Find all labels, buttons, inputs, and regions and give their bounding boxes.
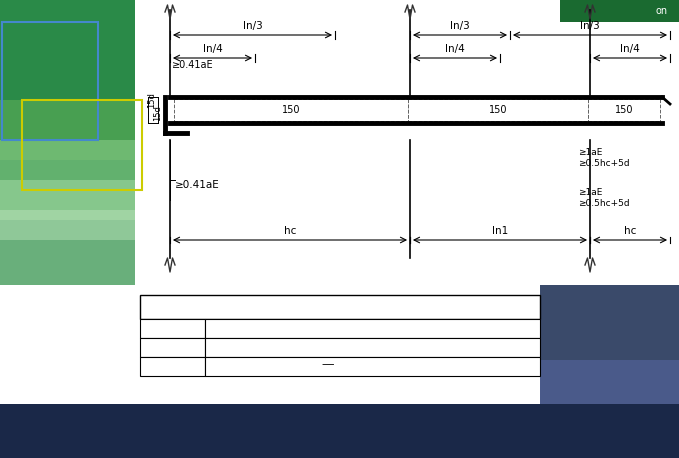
Bar <box>560 0 679 22</box>
Text: ln/4: ln/4 <box>202 44 223 54</box>
Bar <box>135 0 679 285</box>
Bar <box>0 0 135 285</box>
Bar <box>140 319 205 338</box>
Text: ln/3: ln/3 <box>242 21 262 31</box>
Bar <box>205 357 540 376</box>
Text: hc: hc <box>284 226 296 236</box>
Text: ln1: ln1 <box>492 226 508 236</box>
Text: 15d: 15d <box>153 105 162 121</box>
Bar <box>140 357 205 376</box>
Bar <box>140 295 540 319</box>
Bar <box>205 319 540 338</box>
Text: ln/4: ln/4 <box>620 44 640 54</box>
Text: hc: hc <box>624 226 636 236</box>
Text: ≥0.41aE: ≥0.41aE <box>175 180 220 190</box>
Text: ≥1aE
≥0.5hc+5d: ≥1aE ≥0.5hc+5d <box>578 147 629 169</box>
Text: ≥0.41aE: ≥0.41aE <box>172 60 214 70</box>
Text: 150: 150 <box>614 105 634 115</box>
Bar <box>0 404 679 458</box>
Bar <box>0 180 135 240</box>
Bar <box>140 338 205 357</box>
Bar <box>2 22 98 140</box>
Bar <box>0 140 135 220</box>
Bar <box>0 404 679 458</box>
Bar <box>205 338 540 357</box>
Bar <box>22 100 142 190</box>
Text: 150: 150 <box>282 105 300 115</box>
Bar <box>0 100 135 160</box>
Bar <box>0 210 135 285</box>
Text: on: on <box>656 6 668 16</box>
Text: 150: 150 <box>489 105 507 115</box>
Bar <box>540 360 679 458</box>
Text: ln/3: ln/3 <box>450 21 470 31</box>
Text: 15d: 15d <box>147 92 156 108</box>
Text: ≥1aE
≥0.5hc+5d: ≥1aE ≥0.5hc+5d <box>578 188 629 208</box>
Bar <box>540 285 679 458</box>
Bar <box>135 285 540 458</box>
Text: ln/3: ln/3 <box>580 21 600 31</box>
Text: ln/4: ln/4 <box>445 44 465 54</box>
Text: 支座宽 — 保护层+弯折 15d: 支座宽 — 保护层+弯折 15d <box>272 365 473 368</box>
Bar <box>0 0 679 22</box>
